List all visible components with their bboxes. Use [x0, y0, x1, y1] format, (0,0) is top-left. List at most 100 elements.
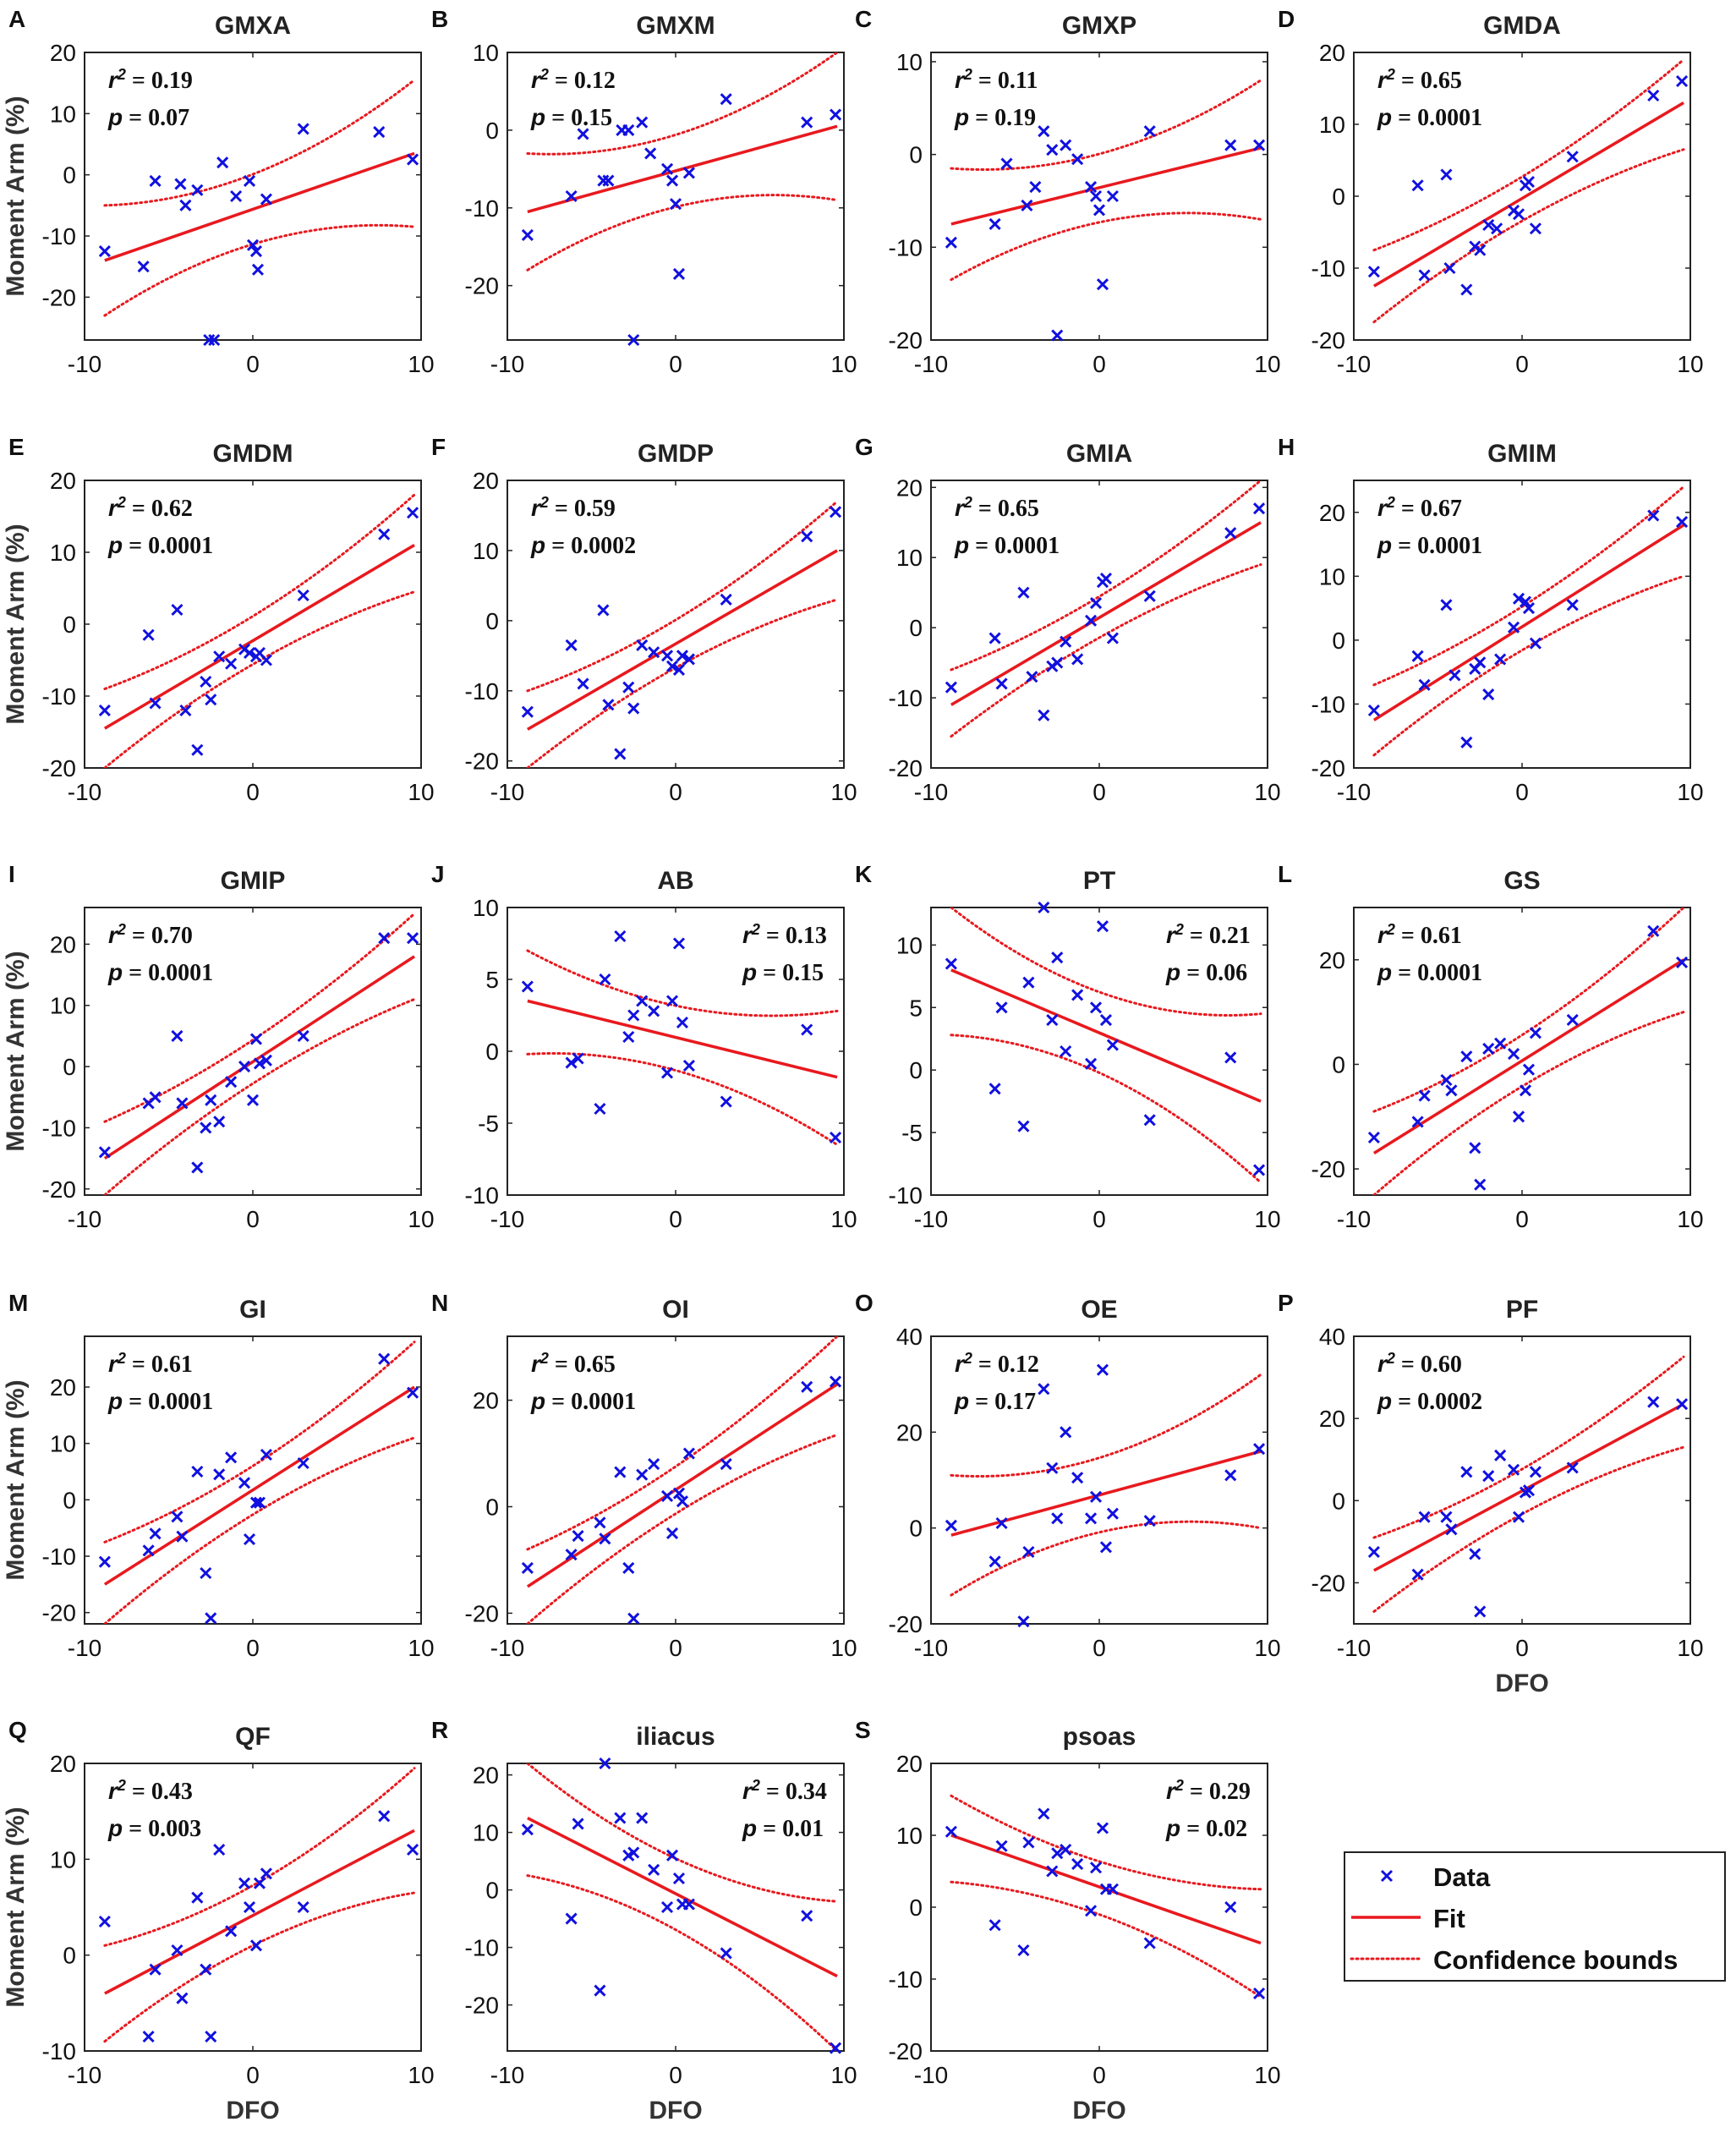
y-tick-label: 20: [50, 40, 76, 66]
data-point: [614, 1466, 627, 1478]
confidence-bound-lower: [526, 1874, 839, 2051]
data-point: [1252, 139, 1266, 151]
data-point: [1519, 595, 1532, 608]
y-tick-label: -20: [42, 1176, 76, 1203]
data-point: [572, 1818, 584, 1830]
y-tick-label: 10: [473, 895, 499, 921]
panel-letter: F: [431, 434, 446, 460]
data-point: [1440, 1511, 1453, 1523]
panel-letter: K: [855, 861, 872, 887]
y-tick-label: -10: [42, 223, 76, 249]
x-tick-label: -10: [1337, 779, 1371, 805]
y-tick-label: 0: [63, 162, 76, 189]
data-point: [1099, 1541, 1113, 1554]
plot-area: [1372, 58, 1685, 324]
x-tick-label: 0: [246, 351, 260, 377]
y-tick-label: 10: [473, 538, 499, 564]
data-point: [577, 677, 589, 690]
r-squared-value: = 0.65: [1395, 68, 1462, 94]
data-point: [720, 1095, 732, 1108]
data-point: [945, 1519, 957, 1532]
data-point: [1089, 189, 1103, 203]
data-point: [1051, 1512, 1064, 1525]
panel-title: GMDM: [213, 440, 293, 468]
confidence-bound-upper: [950, 480, 1262, 672]
confidence-bound-lower: [950, 1880, 1262, 1999]
x-tick-label: 0: [1093, 2062, 1106, 2088]
panel-title: GMXP: [1062, 12, 1136, 40]
r-squared-value: = 0.12: [549, 68, 616, 94]
data-point: [1022, 1836, 1035, 1849]
panel-title: OI: [662, 1296, 689, 1324]
confidence-bound-upper: [103, 79, 416, 207]
p-value-value: = 0.15: [545, 105, 612, 131]
data-point: [142, 2030, 155, 2043]
y-tick-label: -20: [465, 273, 499, 299]
data-point: [216, 156, 229, 169]
data-point: [200, 675, 212, 688]
panel-letter: O: [855, 1290, 873, 1316]
data-point: [672, 1487, 686, 1500]
y-tick-label: 10: [473, 1820, 499, 1846]
data-point: [200, 1963, 212, 1976]
data-point: [1143, 1515, 1156, 1527]
y-tick-label: -20: [1312, 755, 1345, 781]
data-point: [200, 1121, 212, 1134]
data-point: [572, 1052, 584, 1065]
data-point: [801, 1910, 813, 1922]
data-point: [1675, 516, 1689, 529]
p-value-stat: p = 0.06: [1165, 959, 1247, 986]
data-point: [988, 217, 1001, 230]
data-point: [191, 1465, 204, 1478]
data-point: [1522, 1484, 1536, 1497]
confidence-bound-upper: [950, 79, 1262, 171]
data-point: [644, 147, 657, 160]
confidence-bound-lower: [1372, 574, 1685, 757]
r-squared-exp: 2: [963, 494, 972, 511]
data-point: [1512, 1511, 1525, 1523]
data-point: [988, 1083, 1001, 1095]
y-tick-label: -20: [1312, 1570, 1345, 1596]
data-point: [191, 184, 204, 196]
fit-line: [950, 146, 1262, 226]
data-point: [406, 1843, 419, 1856]
data-point: [406, 1386, 419, 1399]
panel-title: GMIM: [1487, 440, 1557, 468]
panel-letter: I: [8, 861, 15, 887]
confidence-bound-lower: [526, 1433, 839, 1624]
data-point: [205, 2030, 217, 2043]
data-point: [672, 937, 686, 950]
data-point: [1418, 269, 1431, 282]
x-axis-label: DFO: [1072, 2097, 1125, 2125]
y-tick-label: 0: [63, 1943, 76, 1969]
data-point: [676, 1495, 689, 1508]
y-tick-label: -5: [901, 1120, 923, 1146]
data-point: [1021, 199, 1033, 212]
data-point: [1494, 653, 1507, 666]
confidence-bound-upper: [526, 1763, 839, 1903]
fit-line: [527, 1817, 838, 1978]
y-tick-label: -20: [889, 1611, 923, 1637]
r-squared-stat: r2 = 0.12: [955, 1350, 1039, 1378]
confidence-bound-lower: [950, 1034, 1262, 1184]
r-squared-exp: 2: [963, 1350, 972, 1367]
data-point: [1224, 1469, 1237, 1482]
data-point: [1418, 678, 1431, 691]
data-point: [1224, 139, 1237, 151]
fit-line: [950, 1450, 1262, 1537]
r-squared-stat: r2 = 0.59: [531, 494, 616, 522]
y-tick-label: 5: [909, 995, 923, 1021]
data-point: [565, 1549, 578, 1561]
plot-area: [1372, 907, 1685, 1195]
data-point: [599, 973, 611, 986]
data-point: [1038, 901, 1050, 914]
r-squared-value: = 0.11: [972, 68, 1038, 94]
fit-line: [103, 1385, 415, 1586]
data-point: [1522, 175, 1536, 189]
data-point: [171, 1511, 183, 1523]
axes-box: [84, 1335, 422, 1625]
data-point: [225, 1451, 238, 1464]
